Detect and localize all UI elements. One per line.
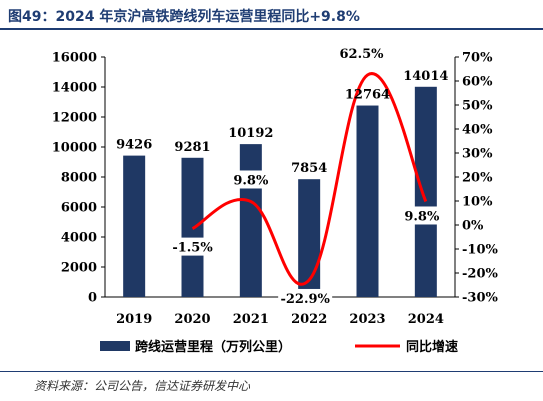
left-tick-label: 8000 [61, 171, 97, 186]
left-tick-label: 6000 [61, 201, 97, 216]
line-layer [191, 72, 428, 286]
bar-label-2020: 9281 [174, 140, 210, 155]
growth-line [191, 72, 428, 286]
left-tick-label: 10000 [52, 141, 97, 156]
growth-label-2023: 62.5% [339, 47, 384, 62]
growth-label-box [278, 288, 333, 307]
right-tick-label: 70% [462, 51, 493, 66]
right-tick-label: 10% [462, 195, 493, 210]
x-tick-label: 2024 [408, 312, 444, 327]
left-tick-label: 14000 [52, 81, 97, 96]
growth-label-box [338, 44, 385, 62]
bar-2021 [239, 144, 262, 297]
x-tick-label: 2020 [174, 312, 210, 327]
growth-label-2022: -22.9% [280, 292, 330, 307]
growth-label-2021: 9.8% [233, 173, 269, 188]
left-tick-label: 16000 [52, 51, 97, 66]
bars-layer [123, 86, 437, 297]
right-tick-label: 40% [462, 123, 493, 138]
left-tick-label: 4000 [61, 231, 97, 246]
bar-2024 [414, 86, 437, 297]
x-tick-label: 2019 [116, 312, 152, 327]
bar-2019 [123, 155, 146, 297]
left-tick-label: 2000 [61, 261, 97, 276]
bar-2023 [356, 105, 379, 297]
right-tick-label: 60% [462, 75, 493, 90]
labels-layer: 9426 9281 10192 7854 12764 14014 -1.5% 9.8% -22.… [116, 44, 448, 307]
legend-bar-swatch [100, 341, 130, 351]
right-tick-label: -10% [462, 243, 498, 258]
axes-layer: 0 2000 4000 6000 8000 10000 12000 14000 16000 -30… [52, 51, 499, 328]
bar-label-2024: 14014 [403, 69, 448, 84]
right-tick-label: 30% [462, 147, 493, 162]
right-tick-label: -30% [462, 291, 498, 306]
legend: 跨线运营里程（万列公里） 同比增速 [100, 339, 458, 355]
right-tick-label: 20% [462, 171, 493, 186]
x-tick-label: 2021 [233, 312, 269, 327]
right-tick-label: -20% [462, 267, 498, 282]
growth-label-box [231, 170, 270, 189]
right-tick-label: 50% [462, 99, 493, 114]
x-tick-label: 2023 [349, 312, 385, 327]
title-rule [0, 28, 543, 30]
left-tick-label: 12000 [52, 111, 97, 126]
bar-label-2023: 12764 [345, 88, 390, 103]
x-tick-label: 2022 [291, 312, 327, 327]
growth-label-2020: -1.5% [172, 241, 213, 256]
right-tick-label: 0% [462, 219, 484, 234]
left-tick-label: 0 [88, 291, 97, 306]
growth-label-2024: 9.8% [404, 209, 440, 224]
bar-label-2021: 10192 [228, 126, 273, 141]
footer-rule [0, 371, 543, 372]
chart-title: 图49：2024 年京沪高铁跨线列车运营里程同比+9.8% [8, 9, 360, 25]
bar-label-2022: 7854 [291, 161, 327, 176]
combo-chart: 0 2000 4000 6000 8000 10000 12000 14000 16000 -30… [51, 44, 499, 355]
source-note: 资料来源：公司公告，信达证券研发中心 [34, 379, 251, 393]
growth-label-box [402, 206, 441, 225]
bar-label-2019: 9426 [116, 138, 152, 153]
legend-bar-label: 跨线运营里程（万列公里） [135, 339, 291, 355]
legend-line-label: 同比增速 [406, 339, 458, 355]
growth-label-box [169, 237, 216, 256]
